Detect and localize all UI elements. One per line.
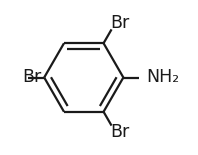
Text: Br: Br (110, 14, 130, 32)
Text: NH₂: NH₂ (146, 69, 179, 86)
Text: Br: Br (23, 69, 42, 86)
Text: Br: Br (110, 123, 130, 141)
